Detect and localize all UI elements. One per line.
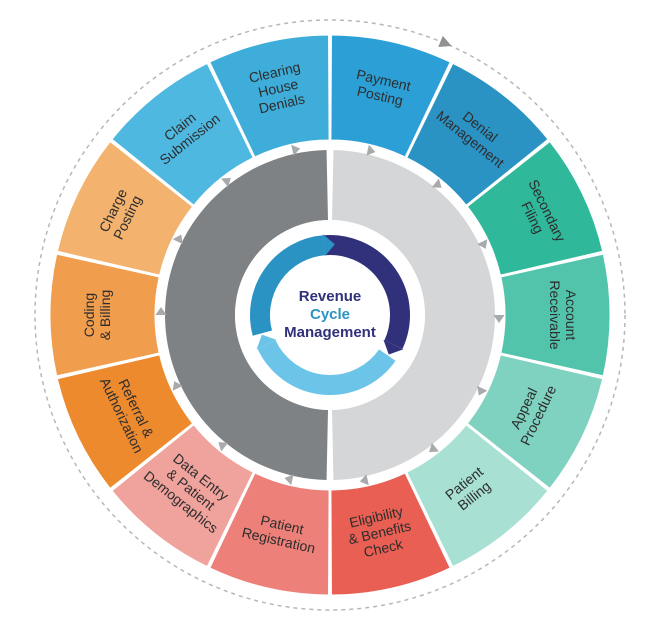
outer-segment-label: Coding& Billing: [81, 290, 113, 341]
segment-label-line: & Billing: [97, 290, 113, 341]
center-title-line: Management: [284, 324, 376, 341]
segment-label-line: Coding: [81, 293, 97, 337]
segment-label-line: Receivable: [547, 280, 563, 349]
center-title-line: Revenue: [299, 288, 362, 305]
center-title-line: Cycle: [310, 306, 350, 323]
dashed-outline-arrow-icon: [438, 36, 451, 47]
outer-segment-label: AccountReceivable: [547, 280, 579, 349]
segment-label-line: Account: [563, 290, 579, 341]
